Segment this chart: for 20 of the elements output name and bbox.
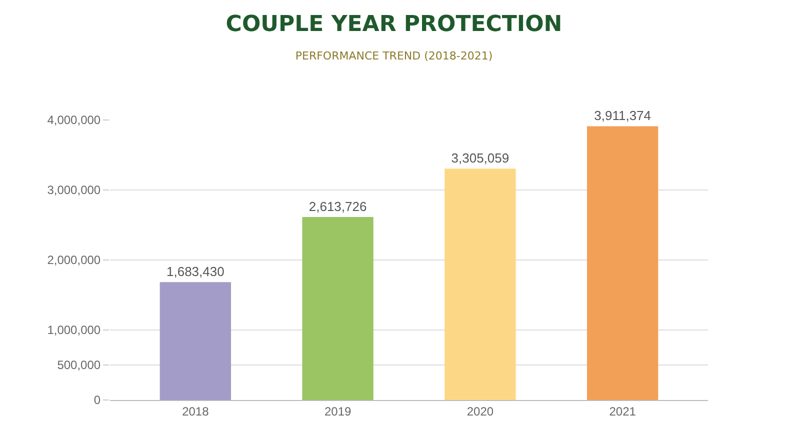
bar <box>302 217 374 400</box>
y-tick-label: 4,000,000 <box>47 113 101 128</box>
bar <box>586 126 658 400</box>
chart-title: COUPLE YEAR PROTECTION <box>226 12 562 37</box>
chart-subtitle: PERFORMANCE TREND (2018-2021) <box>295 49 493 62</box>
bar <box>444 168 516 400</box>
data-label: 3,911,374 <box>594 108 652 124</box>
y-tick-label: 2,000,000 <box>47 253 101 268</box>
y-tick-label: 1,000,000 <box>47 323 101 338</box>
x-tick-label: 2019 <box>324 404 352 418</box>
data-label: 3,305,059 <box>451 150 510 166</box>
bar <box>160 282 232 400</box>
y-tick-label: 3,000,000 <box>47 183 101 198</box>
x-tick-label: 2021 <box>609 404 636 418</box>
y-tick-label: 500,000 <box>57 358 101 372</box>
x-tick-label: 2020 <box>466 404 494 418</box>
x-tick-label: 2018 <box>182 404 210 418</box>
data-label: 1,683,430 <box>166 264 224 280</box>
data-label: 2,613,726 <box>308 199 367 214</box>
y-tick-label: 0 <box>94 393 101 408</box>
